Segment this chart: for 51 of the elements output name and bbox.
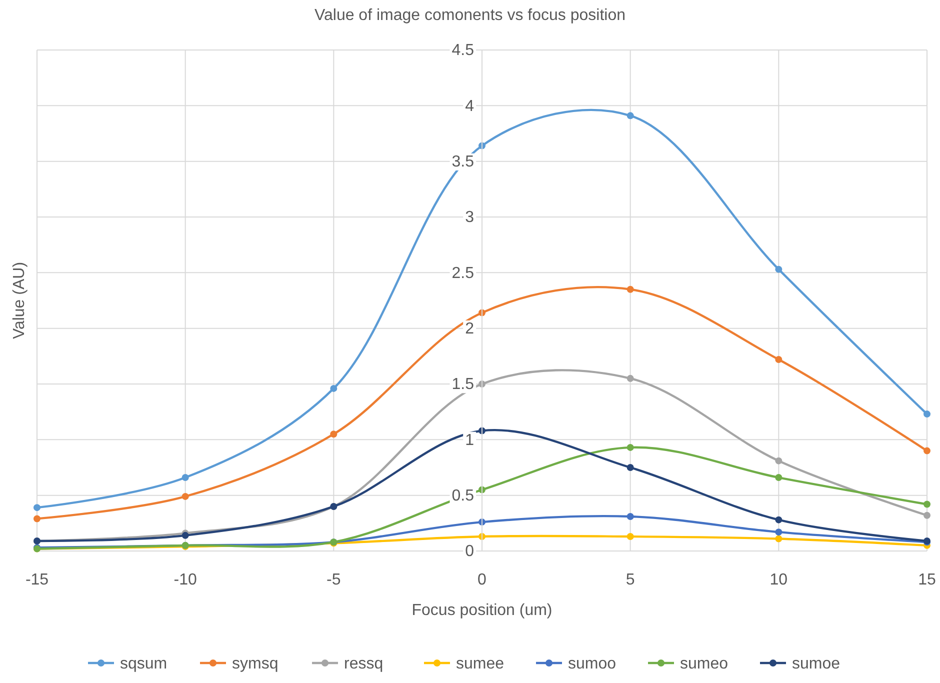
legend-label: sumoe <box>792 656 840 673</box>
x-tick-label: 15 <box>918 571 936 588</box>
point <box>626 512 634 520</box>
point <box>182 492 189 500</box>
y-tick-label: 0.5 <box>452 487 474 504</box>
legend-label: sumoo <box>568 656 616 673</box>
y-axis-title: Value (AU) <box>11 262 28 340</box>
y-tick-label: 1.5 <box>452 376 474 394</box>
x-tick-label: -10 <box>174 571 197 588</box>
x-tick-label: 5 <box>626 571 635 588</box>
legend-label: sqsum <box>120 656 168 673</box>
point <box>182 474 189 482</box>
y-tick-label: 4.5 <box>452 42 474 60</box>
legend-label: symsq <box>232 656 278 673</box>
y-tick-label: 4 <box>465 98 474 115</box>
point <box>34 504 40 512</box>
point <box>330 430 338 438</box>
y-tick-label: 3 <box>465 209 474 226</box>
point <box>775 535 782 542</box>
point <box>924 512 930 519</box>
y-tick-label: 3.5 <box>452 153 474 170</box>
point <box>775 457 782 464</box>
point <box>775 266 782 273</box>
chart-title: Value of image comonents vs focus position <box>314 7 626 24</box>
x-tick-label: -5 <box>326 571 341 588</box>
legend-label: sumeo <box>680 656 728 673</box>
point <box>34 515 40 522</box>
point <box>775 528 782 536</box>
point <box>924 447 930 454</box>
point <box>924 410 930 418</box>
point <box>775 516 782 524</box>
x-tick-label: -15 <box>25 571 49 588</box>
y-tick-label: 0 <box>465 543 474 560</box>
legend-label: ressq <box>344 656 384 673</box>
x-tick-label: 10 <box>770 571 788 588</box>
y-tick-label: 2.5 <box>452 264 474 282</box>
point <box>626 444 634 451</box>
point <box>626 533 634 540</box>
point <box>626 112 634 120</box>
legend-label: sumee <box>456 656 504 673</box>
point <box>775 474 782 482</box>
point <box>626 286 634 293</box>
x-axis-title: Focus position (um) <box>412 602 552 619</box>
point <box>626 464 634 471</box>
point <box>775 356 782 364</box>
y-tick-label: 1 <box>465 432 474 449</box>
y-tick-label: 2 <box>465 320 474 338</box>
point <box>330 384 338 392</box>
point <box>924 500 930 508</box>
x-tick-label: 0 <box>478 571 487 588</box>
point <box>626 374 634 382</box>
